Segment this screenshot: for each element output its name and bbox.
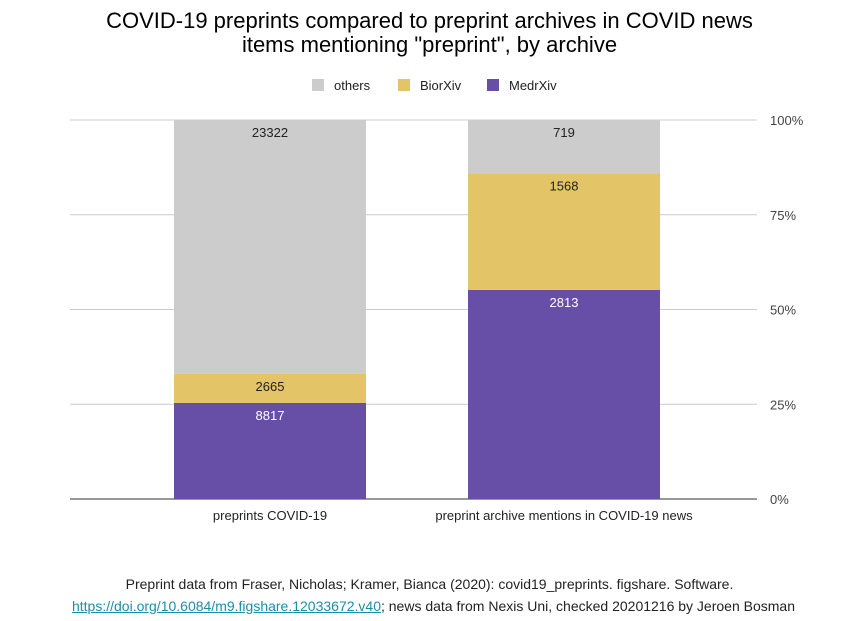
bar-segment-medrxiv (468, 289, 660, 499)
data-label: 2813 (550, 295, 579, 310)
bar-segment-others (468, 120, 660, 174)
x-category-label: preprint archive mentions in COVID-19 ne… (435, 508, 693, 523)
y-tick-label: 75% (770, 208, 796, 223)
chart-title-line-2: items mentioning "preprint", by archive (241, 32, 618, 57)
y-tick-label: 50% (770, 303, 796, 318)
bar-segment-medrxiv (174, 402, 366, 499)
footer-source-line: Preprint data from Fraser, Nicholas; Kra… (125, 576, 734, 592)
data-label: 23322 (252, 125, 288, 140)
stacked-bar-chart: 0% 25% 50% 75% 100% 8817 2665 23322 preprints CO… (70, 78, 804, 523)
footer-news-source: ; news data from Nexis Uni, checked 2020… (380, 598, 795, 614)
doi-link[interactable]: https://doi.org/10.6084/m9.figshare.1203… (71, 598, 381, 614)
legend-swatch (487, 79, 499, 91)
y-tick-label: 25% (770, 397, 796, 412)
data-label: 8817 (256, 408, 285, 423)
legend-swatch (398, 79, 410, 91)
legend-label: others (334, 78, 371, 93)
footer-source-line-2: https://doi.org/10.6084/m9.figshare.1203… (8, 597, 859, 615)
bar-segment-others (174, 120, 366, 374)
chart-title-line-1: COVID-19 preprints compared to preprint … (106, 8, 753, 33)
legend-label: MedrXiv (509, 78, 557, 93)
legend-label: BiorXiv (420, 78, 462, 93)
data-label: 1568 (550, 178, 579, 193)
legend-swatch (312, 79, 324, 91)
y-tick-label: 100% (770, 113, 804, 128)
x-category-label: preprints COVID-19 (213, 508, 327, 523)
bar-segment-biorxiv (174, 373, 366, 403)
y-tick-label: 0% (770, 492, 789, 507)
bar-segment-biorxiv (468, 173, 660, 290)
data-label: 2665 (256, 379, 285, 394)
data-label: 719 (553, 125, 575, 140)
